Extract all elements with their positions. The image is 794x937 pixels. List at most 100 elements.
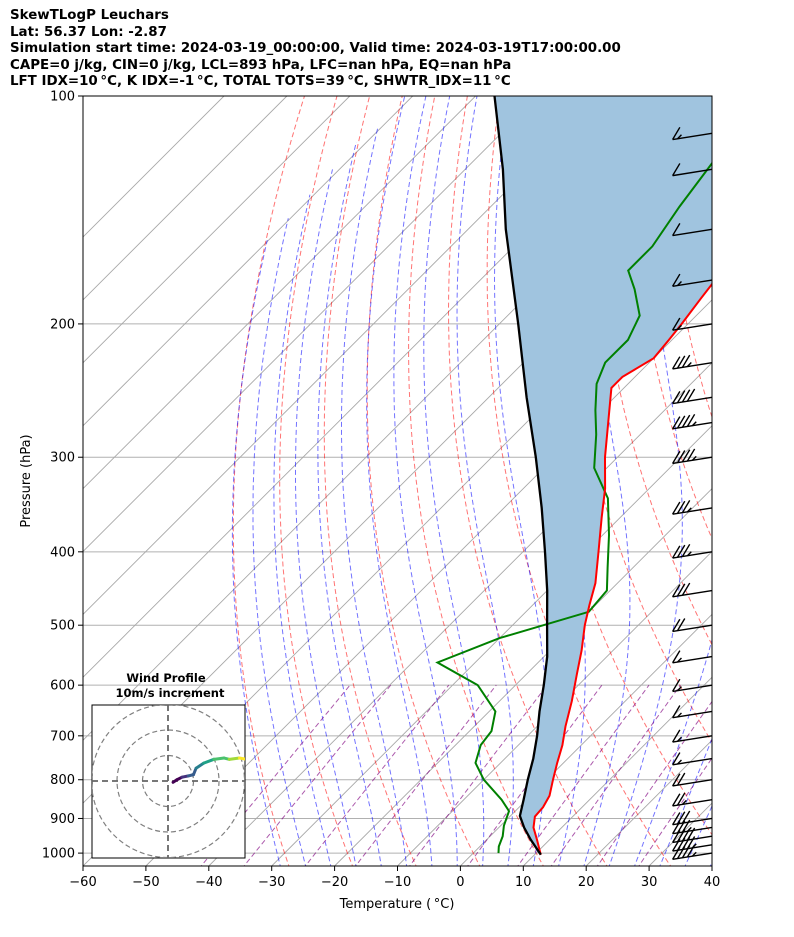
moist-adiabat-line bbox=[684, 804, 712, 866]
moist-adiabat-line bbox=[252, 218, 307, 866]
wind-barb bbox=[672, 618, 713, 633]
wind-barb bbox=[672, 223, 713, 237]
y-axis-label: Pressure (hPa) bbox=[19, 434, 34, 527]
cin-shaded-area bbox=[494, 96, 712, 854]
wind-barb-flag bbox=[672, 390, 681, 404]
moist-adiabat-line bbox=[423, 96, 485, 866]
wind-barb-flag bbox=[681, 810, 691, 824]
wind-barb-flag bbox=[672, 317, 681, 331]
x-tick-label: −30 bbox=[258, 875, 285, 890]
wind-barb-flag bbox=[672, 705, 681, 719]
wind-barb-flag bbox=[672, 163, 681, 176]
temperature-line bbox=[532, 282, 712, 855]
wind-barb-staff bbox=[672, 507, 713, 515]
wind-barb bbox=[672, 273, 713, 287]
mixing-ratio-line bbox=[596, 700, 712, 866]
wind-barb-staff bbox=[672, 228, 713, 237]
y-tick-label: 1000 bbox=[42, 847, 75, 862]
wind-barb-flag bbox=[676, 355, 686, 369]
wind-barb bbox=[672, 810, 713, 826]
wind-barb-staff bbox=[672, 589, 713, 598]
x-tick-label: −20 bbox=[321, 875, 348, 890]
wind-barb-half-flag bbox=[686, 507, 692, 513]
wind-barb-flag bbox=[676, 544, 686, 558]
x-tick-label: −50 bbox=[132, 875, 159, 890]
dry-adiabat-line bbox=[323, 96, 417, 866]
y-tick-label: 300 bbox=[50, 451, 75, 466]
wind-barb-flag bbox=[672, 584, 681, 598]
isotherm-line bbox=[397, 550, 712, 866]
chart-header: SkewTLogP Leuchars Lat: 56.37 Lon: -2.87… bbox=[10, 8, 621, 91]
y-tick-label: 400 bbox=[50, 545, 75, 560]
dry-adiabat-line bbox=[486, 96, 672, 866]
wind-barb-staff bbox=[672, 624, 713, 633]
mixing-ratio-line bbox=[304, 684, 450, 866]
wind-barb bbox=[672, 543, 713, 559]
inset-title: Wind Profile bbox=[126, 671, 206, 685]
wind-barb-half-flag bbox=[691, 455, 697, 461]
wind-barb-half-flag bbox=[691, 421, 697, 427]
wind-barb-flag bbox=[681, 500, 691, 513]
parcel-line bbox=[493, 96, 549, 856]
wind-barb bbox=[672, 678, 713, 693]
moist-adiabat-line bbox=[709, 861, 712, 866]
y-tick-label: 100 bbox=[50, 90, 75, 105]
wind-barb-flag bbox=[676, 415, 686, 429]
wind-barb-half-flag bbox=[681, 799, 687, 805]
wind-barb bbox=[672, 650, 713, 664]
wind-barb-staff bbox=[672, 735, 713, 743]
dry-adiabat-line bbox=[279, 96, 354, 866]
wind-barb-staff bbox=[672, 551, 713, 559]
isotherm-line bbox=[83, 96, 351, 364]
wind-barb-flag bbox=[672, 618, 681, 632]
x-tick-label: 40 bbox=[704, 875, 721, 890]
wind-barb-staff bbox=[672, 826, 713, 835]
x-tick-label: 30 bbox=[641, 875, 658, 890]
isotherm-line bbox=[83, 96, 539, 553]
x-tick-label: 10 bbox=[515, 875, 532, 890]
wind-barb-half-flag bbox=[677, 712, 682, 718]
wind-barb-staff bbox=[672, 835, 713, 844]
moist-adiabat-line bbox=[608, 96, 683, 866]
wind-barb-flag bbox=[681, 389, 691, 403]
moist-adiabat-line bbox=[273, 194, 332, 866]
wind-barb-flag bbox=[672, 545, 681, 559]
wind-barb-flag bbox=[672, 812, 681, 826]
moist-adiabat-line bbox=[659, 737, 712, 866]
profile-lines bbox=[435, 96, 712, 856]
wind-barb-flag bbox=[676, 390, 686, 404]
y-tick-label: 600 bbox=[50, 679, 75, 694]
mixing-ratio-line bbox=[200, 684, 351, 866]
moist-adiabat-line bbox=[456, 96, 514, 866]
wind-barb-flag bbox=[672, 773, 681, 787]
wind-barb-flag bbox=[676, 772, 686, 786]
moist-adiabat-line bbox=[366, 96, 433, 866]
dry-adiabat-line bbox=[760, 84, 794, 869]
wind-barb bbox=[672, 126, 713, 141]
wind-barb-flag bbox=[672, 650, 681, 664]
wind-barb bbox=[672, 413, 713, 430]
wind-barb-staff bbox=[672, 168, 713, 177]
mixing-ratio-line bbox=[243, 684, 392, 866]
wind-barb-half-flag bbox=[691, 851, 697, 857]
wind-barb-flag bbox=[686, 448, 696, 462]
x-axis-ticks: −60 −50 −40 −30 −20 −10 0 10 20 30 40 bbox=[69, 866, 720, 890]
wind-barb bbox=[672, 163, 713, 177]
hodograph-segment bbox=[237, 756, 245, 761]
wind-barb-flag bbox=[672, 793, 681, 807]
wind-barb-flag bbox=[676, 583, 686, 597]
wind-barb-half-flag bbox=[677, 759, 682, 765]
isotherm-line bbox=[271, 425, 712, 866]
y-tick-label: 700 bbox=[50, 729, 75, 744]
wind-barb bbox=[672, 317, 713, 331]
isotherm-line bbox=[522, 676, 712, 866]
isotherm-line bbox=[83, 96, 288, 301]
x-tick-label: −10 bbox=[384, 875, 411, 890]
dry-adiabat-line bbox=[366, 96, 481, 866]
isotherm-line bbox=[334, 487, 712, 866]
wind-barb-flag bbox=[672, 416, 681, 430]
isotherm-line bbox=[460, 613, 712, 866]
wind-barb-flag bbox=[676, 792, 686, 806]
mixing-ratio-line bbox=[550, 684, 681, 866]
wind-barb-staff bbox=[672, 132, 713, 141]
